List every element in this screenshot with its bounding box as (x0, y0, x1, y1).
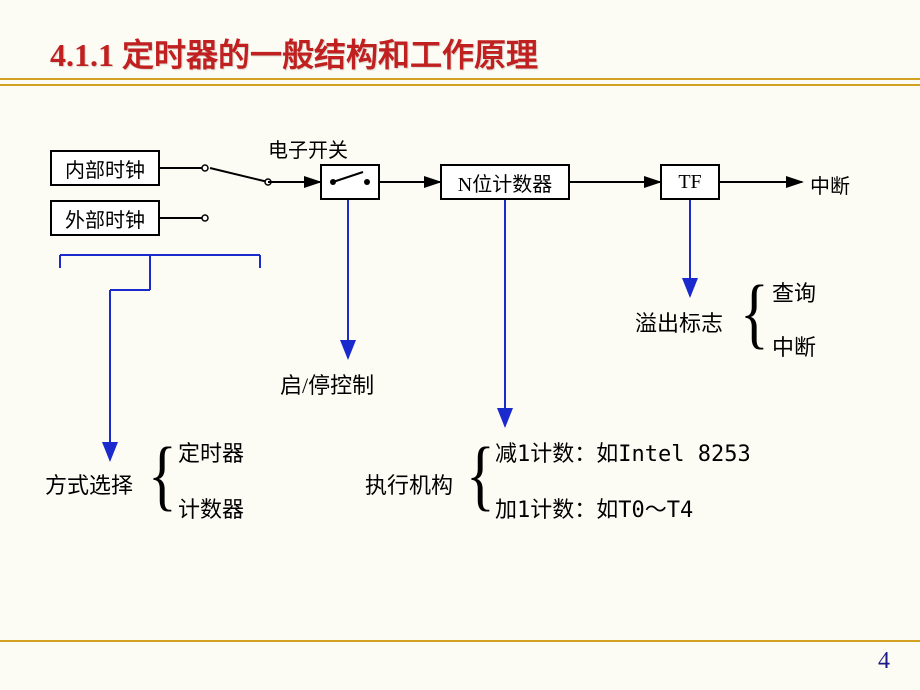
slide-title: 4.1.1 定时器的一般结构和工作原理 (50, 30, 538, 76)
title-underline-2 (0, 84, 920, 86)
label-overflow: 溢出标志 (635, 306, 723, 338)
brace-overflow: { (740, 274, 769, 352)
label-overflow-opt2: 中断 (772, 330, 816, 362)
box-counter: N位计数器 (440, 164, 570, 200)
title-underline-1 (0, 78, 920, 80)
switch-icon (325, 169, 375, 195)
label-mode-select: 方式选择 (45, 468, 133, 500)
brace-exec: { (466, 436, 495, 514)
label-exec-mech: 执行机构 (365, 468, 453, 500)
label-mode-opt1: 定时器 (178, 436, 244, 468)
label-overflow-opt1: 查询 (772, 276, 816, 308)
box-internal-clock: 内部时钟 (50, 150, 160, 186)
label-exec-opt1: 减1计数：如Intel 8253 (495, 436, 751, 468)
label-interrupt-out: 中断 (810, 170, 850, 199)
footer-line (0, 640, 920, 642)
box-switch (320, 164, 380, 200)
diagram: 内部时钟 外部时钟 电子开关 N位计数器 TF 中断 启/停控制 方式选择 { … (20, 100, 900, 620)
page-number: 4 (878, 648, 890, 675)
label-start-stop: 启/停控制 (280, 368, 374, 400)
box-tf: TF (660, 164, 720, 200)
brace-mode: { (148, 436, 177, 514)
box-external-clock: 外部时钟 (50, 200, 160, 236)
label-switch: 电子开关 (268, 134, 348, 163)
label-mode-opt2: 计数器 (178, 492, 244, 524)
label-exec-opt2: 加1计数：如T0～T4 (495, 492, 693, 524)
